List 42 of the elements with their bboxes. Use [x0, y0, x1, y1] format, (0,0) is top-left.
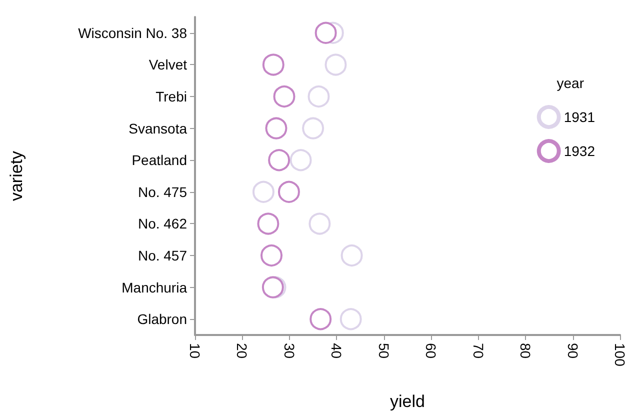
y-tick-label: Trebi	[156, 88, 187, 104]
y-tick-label: Glabron	[137, 311, 187, 328]
point	[257, 212, 280, 235]
x-tick-label: 40	[328, 343, 345, 359]
x-tick-label: 50	[376, 343, 392, 359]
point	[310, 308, 332, 330]
y-tick-label: Peatland	[132, 152, 187, 168]
x-tick-label: 100	[612, 343, 628, 367]
point	[314, 22, 337, 44]
point	[265, 117, 288, 140]
y-tick-label: Svansota	[128, 120, 188, 136]
x-tick-label: 30	[281, 343, 298, 359]
y-tick-label: No. 457	[138, 248, 188, 264]
x-tick-label: 70	[470, 343, 486, 359]
y-tick-label: No. 462	[138, 216, 188, 232]
point	[290, 149, 312, 172]
point	[308, 212, 331, 235]
point	[268, 149, 290, 172]
point	[324, 54, 347, 76]
x-tick-label: 80	[518, 343, 534, 359]
x-tick-label: 20	[234, 343, 250, 359]
point	[302, 117, 324, 140]
point	[262, 54, 284, 76]
legend-label: 1931	[564, 109, 596, 125]
y-tick-label: Manchuria	[122, 279, 188, 296]
x-tick-label: 10	[187, 343, 203, 359]
legend-title: year	[556, 75, 584, 91]
legend-label: 1932	[564, 143, 596, 159]
point	[308, 86, 330, 108]
point	[273, 86, 296, 108]
y-tick-label: Wisconsin No. 38	[78, 24, 188, 41]
x-tick-label: 60	[423, 343, 440, 359]
y-tick-label: No. 475	[138, 184, 188, 200]
x-axis-title: yield	[390, 392, 425, 411]
point	[340, 244, 363, 266]
point	[340, 308, 362, 330]
point	[278, 180, 300, 203]
y-axis-title: variety	[7, 150, 26, 202]
point	[252, 180, 274, 203]
x-tick-label: 90	[564, 343, 581, 359]
y-tick-label: Velvet	[148, 56, 188, 73]
point	[260, 244, 282, 266]
